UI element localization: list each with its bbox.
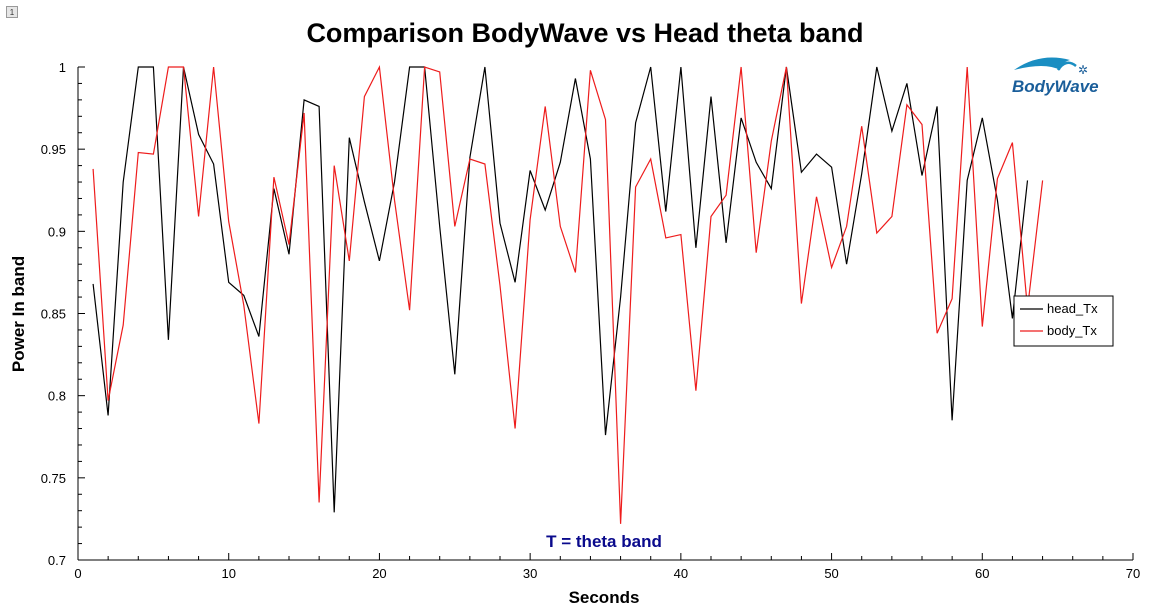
y-tick-label: 0.75: [41, 471, 66, 486]
x-tick-label: 10: [221, 566, 235, 581]
y-tick-label: 1: [59, 60, 66, 75]
x-tick-label: 0: [74, 566, 81, 581]
x-tick-label: 60: [975, 566, 989, 581]
logo-wave-curl-icon: [1056, 61, 1077, 71]
x-tick-label: 20: [372, 566, 386, 581]
y-tick-label: 0.85: [41, 307, 66, 322]
x-tick-label: 40: [674, 566, 688, 581]
y-tick-label: 0.7: [48, 553, 66, 568]
legend: head_Tx body_Tx: [1013, 295, 1114, 347]
corner-toggle-button[interactable]: 1: [6, 6, 18, 18]
series-layer: [92, 64, 1044, 524]
series-line-head-tx: [92, 66, 1029, 513]
y-tick-label: 0.9: [48, 224, 66, 239]
annotation-theta-band: T = theta band: [546, 532, 662, 551]
series-line-body-tx: [92, 64, 1044, 524]
legend-label-body: body_Tx: [1047, 323, 1097, 338]
x-tick-label: 50: [824, 566, 838, 581]
x-axis-label: Seconds: [569, 588, 640, 607]
y-tick-label: 0.8: [48, 389, 66, 404]
x-tick-label: 30: [523, 566, 537, 581]
x-tick-label: 70: [1126, 566, 1140, 581]
logo-star-icon: ✲: [1078, 63, 1088, 77]
logo-wave-icon: [1014, 57, 1070, 70]
bodywave-logo: ✲ BodyWave: [1012, 57, 1099, 96]
legend-label-head: head_Tx: [1047, 301, 1098, 316]
y-axis-label: Power In band: [9, 256, 28, 372]
chart-title: Comparison BodyWave vs Head theta band: [306, 18, 863, 48]
y-tick-label: 0.95: [41, 142, 66, 157]
chart-axes: 0 10 20 30 40 50 60 70 0.7 0.75 0.8 0.85 0.9 0.95 1: [41, 60, 1141, 581]
logo-text: BodyWave: [1012, 77, 1099, 96]
